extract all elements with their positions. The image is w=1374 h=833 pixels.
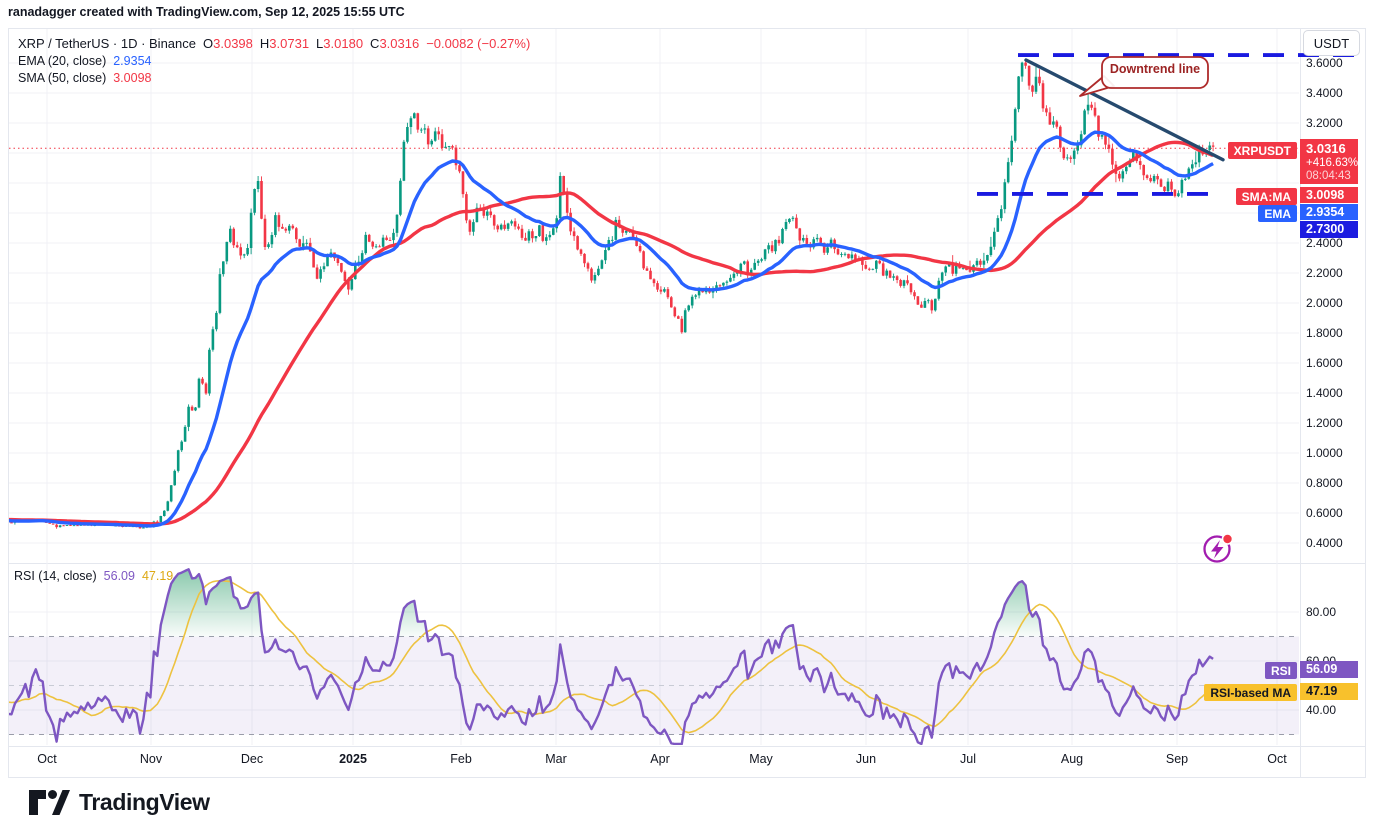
sma-legend-row: SMA (50, close) 3.0098 — [18, 71, 151, 85]
sma-label: SMA (50, close) — [18, 70, 107, 85]
rsi-badge: RSI — [1264, 662, 1297, 679]
price-tick-label: 2.0000 — [1306, 296, 1343, 310]
price-tick-label: 1.6000 — [1306, 356, 1343, 370]
symbol-badge: XRPUSDT — [1227, 142, 1297, 159]
time-axis-label: Mar — [545, 752, 567, 766]
symbol-change-pct: +416.63% — [1306, 157, 1359, 169]
tradingview-logo-icon — [29, 790, 70, 815]
price-tick-label: 2.2000 — [1306, 266, 1343, 280]
rsi-line — [9, 568, 1214, 745]
price-tick-label: 0.6000 — [1306, 506, 1343, 520]
price-tick-label: 3.6000 — [1306, 56, 1343, 70]
time-axis-label: Oct — [1267, 752, 1287, 766]
ohlc-token: C3.0316 — [370, 36, 420, 51]
time-scale-separator — [8, 746, 1365, 747]
ohlc-token: H3.0731 — [259, 36, 310, 51]
rsi-value: 56.09 — [103, 569, 135, 583]
sma-line — [9, 140, 1214, 526]
rsi-value-block: 56.09 — [1300, 661, 1358, 678]
ema-value: 2.9354 — [113, 53, 152, 68]
time-axis-label: May — [749, 752, 773, 766]
sma-badge: SMA:MA — [1235, 188, 1297, 205]
symbol-price-block: 3.0316 +416.63% 08:04:43 — [1300, 139, 1358, 184]
frame-top — [8, 28, 1366, 29]
price-tick-label: 1.0000 — [1306, 446, 1343, 460]
overbought-fill — [159, 569, 1042, 637]
frame-bottom — [8, 777, 1366, 778]
ohlc-token: O3.0398 — [203, 36, 253, 51]
price-tick-label: 1.8000 — [1306, 326, 1343, 340]
rsi-ma-value-block: 47.19 — [1300, 683, 1358, 700]
change-value: −0.0082 (−0.27%) — [426, 36, 531, 51]
price-tick-label: 1.2000 — [1306, 416, 1343, 430]
ema-legend-row: EMA (20, close) 2.9354 — [18, 54, 151, 68]
symbol-countdown: 08:04:43 — [1306, 170, 1351, 182]
ema-line — [9, 130, 1214, 528]
rsi-legend-row: RSI (14, close) 56.09 47.19 — [14, 569, 173, 583]
price-tick-label: 0.4000 — [1306, 536, 1343, 550]
time-axis-label: Apr — [650, 752, 670, 766]
tradingview-logo[interactable]: TradingView — [28, 789, 210, 816]
ohlc-values: O3.0398 H3.0731 L3.0180 C3.0316 — [196, 36, 419, 51]
price-scale-separator — [1300, 28, 1301, 777]
sma-price-block: 3.0098 — [1300, 186, 1358, 203]
rsi-ma-badge: RSI-based MA — [1204, 684, 1297, 701]
credit-line: ranadagger created with TradingView.com,… — [8, 5, 405, 19]
time-axis-label: Dec — [240, 752, 264, 766]
ema-price-block: 2.9354 — [1300, 203, 1358, 220]
flash-boost-icon[interactable] — [1203, 533, 1234, 563]
time-axis-label: Jul — [960, 752, 976, 766]
ema-badge: EMA — [1258, 205, 1297, 222]
sma-value: 3.0098 — [113, 70, 152, 85]
time-axis-label: Oct — [37, 752, 57, 766]
rsi-tick-label: 40.00 — [1306, 703, 1337, 717]
symbol-price: 3.0316 — [1306, 141, 1346, 156]
price-tick-label: 3.2000 — [1306, 116, 1343, 130]
time-axis-label: Aug — [1060, 752, 1084, 766]
price-tick-label: 0.8000 — [1306, 476, 1343, 490]
symbol-title: XRP / TetherUS · 1D · Binance — [18, 36, 196, 51]
symbol-legend-row: XRP / TetherUS · 1D · Binance O3.0398 H3.0… — [18, 36, 530, 51]
price-tick-label: 2.4000 — [1306, 236, 1343, 250]
frame-right — [1365, 28, 1366, 778]
currency-button[interactable]: USDT — [1303, 30, 1360, 56]
time-axis-label: Sep — [1165, 752, 1189, 766]
ema-label: EMA (20, close) — [18, 53, 107, 68]
rsi-tick-label: 80.00 — [1306, 605, 1337, 619]
rsi-ma-line — [9, 580, 1214, 734]
price-tick-label: 1.4000 — [1306, 386, 1343, 400]
time-axis-label: 2025 — [339, 752, 367, 766]
frame-left — [8, 28, 9, 778]
time-axis-label: Nov — [139, 752, 163, 766]
downtrend-line[interactable] — [1024, 58, 1225, 162]
downtrend-callout-label: Downtrend line — [1109, 62, 1201, 76]
ohlc-token: L3.0180 — [316, 36, 364, 51]
rsi-ma-value: 47.19 — [141, 569, 174, 583]
pane-separator — [8, 563, 1365, 564]
support-level-block: 2.7300 — [1300, 220, 1358, 238]
candles-group — [9, 61, 1215, 529]
rsi-label: RSI (14, close) — [14, 569, 97, 583]
tradingview-logo-text: TradingView — [79, 789, 210, 815]
time-axis-label: Jun — [855, 752, 877, 766]
time-axis-label: Feb — [450, 752, 472, 766]
price-tick-label: 3.4000 — [1306, 86, 1343, 100]
downtrend-callout-bubble — [1079, 56, 1209, 97]
